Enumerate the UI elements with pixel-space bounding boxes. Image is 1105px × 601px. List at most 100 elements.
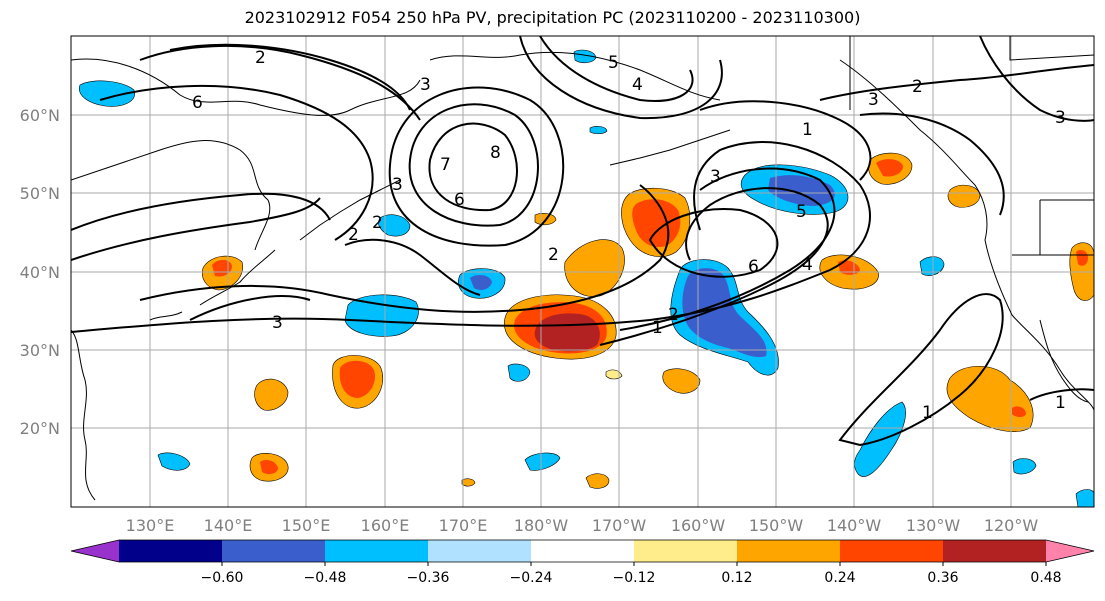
pv-contour: [648, 208, 779, 278]
contour-label: 1: [652, 318, 663, 338]
lon-tick-label: 140°E: [204, 516, 253, 535]
contour-label: 2: [348, 225, 359, 245]
pv-contour: [1029, 388, 1094, 401]
contour-label: 6: [192, 93, 203, 113]
pv-contour: [699, 100, 872, 181]
contour-label: 7: [440, 155, 451, 175]
colorbar-outline: [70, 539, 1095, 563]
pv-contour: [519, 36, 723, 120]
contour-label: 3: [420, 75, 431, 95]
precip-anomaly-positive: [260, 460, 278, 475]
colorbar-segment: [428, 540, 532, 562]
contour-label: 1: [922, 403, 933, 423]
precip-anomaly-positive: [254, 378, 289, 411]
contour-label: 1: [802, 120, 813, 140]
colorbar-segment: [222, 540, 326, 562]
contour-label: 3: [392, 175, 403, 195]
contour-label: 3: [868, 90, 879, 110]
lon-tick-label: 170°W: [592, 516, 647, 535]
pv-contour: [189, 295, 311, 321]
map-area: 2 6 3 3 8 7 6 2 2 5 4 3 1 2 3 5 4 6 1 2 …: [71, 36, 1094, 507]
pv-contour: [838, 293, 1004, 447]
contour-label: 4: [802, 255, 813, 275]
precip-anomaly-positive: [461, 478, 476, 487]
coastlines: [71, 36, 1094, 501]
colorbar-extend-max: [1046, 540, 1094, 562]
precip-anomaly-negative: [378, 214, 411, 237]
contour-label: 6: [748, 257, 759, 277]
pv-contour: [859, 112, 1005, 216]
pv-contour: [344, 238, 481, 296]
colorbar-segments: [70, 539, 1095, 563]
graticule: [71, 36, 1094, 507]
colorbar-segment: [840, 540, 944, 562]
colorbar-tick-label: −0.60: [201, 570, 244, 586]
precip-anomaly-negative: [768, 175, 835, 206]
colorbar-segment: [737, 540, 841, 562]
precip-anomaly-positive: [876, 159, 903, 177]
colorbar-tick-label: −0.12: [613, 570, 656, 586]
colorbar-tick-label: 0.48: [1030, 570, 1061, 586]
precip-anomaly-positive: [1012, 406, 1026, 417]
lon-tick-label: 170°E: [439, 516, 488, 535]
pv-contour: [71, 141, 871, 333]
colorbar-tick-label: −0.24: [510, 570, 553, 586]
contour-label: 8: [490, 143, 501, 163]
colorbar-extend-min: [71, 540, 119, 562]
lon-tick-label: 160°W: [671, 516, 726, 535]
precip-anomaly-positive: [662, 368, 701, 394]
contour-label: 3: [272, 313, 283, 333]
colorbar-segment: [531, 540, 635, 562]
precip-anomaly-negative: [919, 256, 945, 276]
lat-tick-label: 60°N: [20, 106, 60, 125]
precip-anomaly-negative: [157, 452, 191, 471]
plot-title: 2023102912 F054 250 hPa PV, precipitatio…: [244, 8, 861, 27]
lat-axis: 60°N 50°N 40°N 30°N 20°N: [20, 106, 60, 438]
precip-anomaly-positive: [585, 473, 610, 489]
lat-tick-label: 20°N: [20, 419, 60, 438]
contour-label: 3: [710, 167, 721, 187]
precip-anomaly-positive: [947, 184, 981, 208]
precip-anomaly-positive: [339, 360, 376, 398]
pv-contour: [619, 167, 836, 331]
lat-tick-label: 30°N: [20, 341, 60, 360]
lon-tick-label: 140°W: [827, 516, 882, 535]
pv-contour: [139, 184, 670, 313]
pv-contour: [169, 43, 411, 111]
pv-contours: [71, 36, 1094, 447]
lat-tick-label: 50°N: [20, 184, 60, 203]
precip-anomaly-negative: [1012, 458, 1037, 475]
lon-tick-label: 160°E: [361, 516, 410, 535]
contour-label: 3: [1055, 108, 1066, 128]
pv-contour: [71, 197, 321, 261]
contour-labels: 2 6 3 3 8 7 6 2 2 5 4 3 1 2 3 5 4 6 1 2 …: [192, 48, 1066, 423]
contour-label: 2: [668, 305, 679, 325]
lat-tick-label: 40°N: [20, 263, 60, 282]
colorbar-tick-label: −0.36: [407, 570, 450, 586]
lon-tick-label: 180°W: [514, 516, 569, 535]
lon-tick-label: 130°W: [906, 516, 961, 535]
pv-contour: [388, 86, 565, 247]
pv-contour: [599, 187, 829, 346]
lon-tick-label: 150°W: [749, 516, 804, 535]
map-frame: [70, 35, 1095, 508]
colorbar-tick-label: 0.24: [824, 570, 855, 586]
precip-anomaly-negative: [524, 452, 561, 471]
contour-label: 2: [372, 213, 383, 233]
pv-contour: [99, 84, 374, 241]
precip-anomaly-negative: [507, 363, 531, 382]
precip-anomaly-positive: [1076, 250, 1088, 266]
colorbar-ticks: −0.60 −0.48 −0.36 −0.24 −0.12 0.12 0.24 0.36 0.4…: [201, 562, 1062, 586]
precip-anomaly-negative: [470, 274, 492, 290]
pv-contour: [71, 192, 331, 231]
contour-label: 2: [548, 245, 559, 265]
precip-anomaly-negative: [1075, 489, 1094, 507]
precip-anomaly-negative: [589, 126, 608, 135]
lon-tick-label: 120°W: [984, 516, 1039, 535]
contour-label: 2: [912, 77, 923, 97]
contour-label: 5: [608, 53, 619, 73]
lon-tick-label: 130°E: [126, 516, 175, 535]
colorbar-tick-label: −0.48: [304, 570, 347, 586]
contour-label: 1: [1055, 393, 1066, 413]
